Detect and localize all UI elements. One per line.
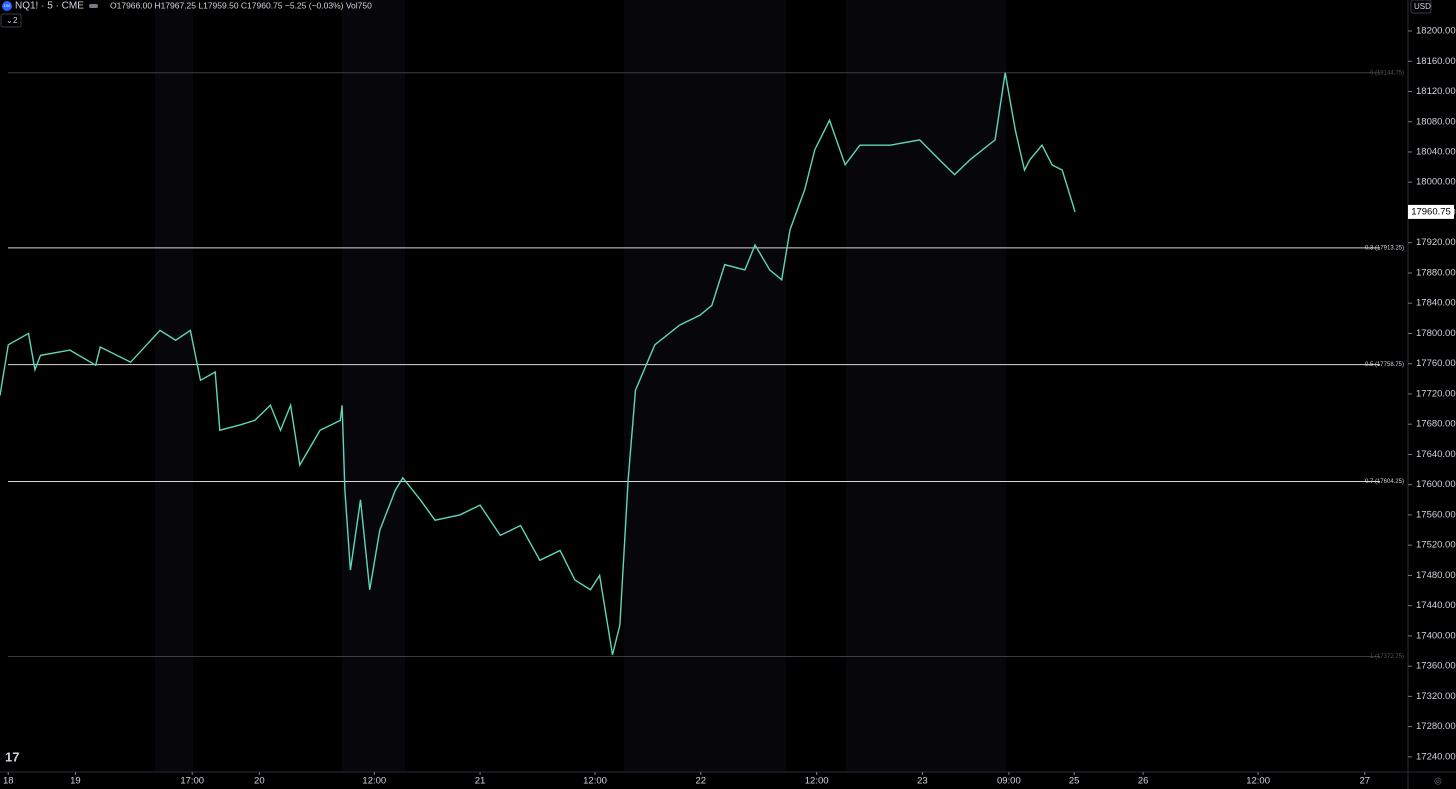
y-tick-label: 17320.00 (1416, 691, 1456, 702)
y-tick-label: 17800.00 (1416, 328, 1456, 339)
symbol-icon[interactable] (2, 1, 12, 11)
y-tick-label: 17240.00 (1416, 751, 1456, 762)
indicator-toggle[interactable] (0, 13, 22, 28)
y-tick-label: 17560.00 (1416, 509, 1456, 520)
fib-label: 0.3 (17913.25) (1365, 245, 1404, 251)
currency[interactable]: USD (1414, 2, 1431, 11)
session-band (846, 0, 1006, 772)
y-tick-label: 17520.00 (1416, 540, 1456, 551)
y-tick-label: 17760.00 (1416, 358, 1456, 369)
x-tick-label: 26 (1138, 776, 1149, 787)
price-line (0, 72, 1076, 655)
logo: 17 (5, 749, 19, 764)
y-tick-label: 18120.00 (1416, 86, 1456, 97)
session-band (155, 0, 193, 772)
y-tick-label: 17840.00 (1416, 298, 1456, 309)
x-tick-label: 19 (70, 776, 81, 787)
y-tick-label: 17360.00 (1416, 661, 1456, 672)
symbol-menu[interactable] (89, 4, 98, 8)
x-tick-label: 21 (475, 776, 486, 787)
x-tick-label: 17:00 (180, 776, 204, 787)
x-tick-label: 12:00 (1246, 776, 1270, 787)
toggle-chevron: ⌄ (6, 16, 13, 25)
x-tick-label: 25 (1069, 776, 1080, 787)
y-tick-label: 17480.00 (1416, 570, 1456, 581)
x-tick-label: 27 (1359, 776, 1370, 787)
y-tick-label: 17920.00 (1416, 237, 1456, 248)
y-tick-label: 17440.00 (1416, 600, 1456, 611)
symbol[interactable]: NQ1! · 5 · CME (15, 1, 84, 12)
y-tick-label: 18000.00 (1416, 177, 1456, 188)
fib-label: 0.7 (17604.25) (1365, 479, 1404, 485)
last-price-box (1408, 204, 1454, 219)
x-tick-label: 18 (3, 776, 14, 787)
fib-label: 1 (17372.75) (1370, 654, 1404, 660)
last-price-label: 17960.75 (1411, 206, 1451, 217)
x-tick-label: 22 (695, 776, 706, 787)
y-tick-label: 17720.00 (1416, 388, 1456, 399)
x-tick-label: 12:00 (583, 776, 607, 787)
y-tick-label: 17640.00 (1416, 449, 1456, 460)
fib-label: 0 (18144.75) (1370, 70, 1404, 76)
x-tick-label: 12:00 (362, 776, 386, 787)
x-tick-label: 20 (254, 776, 265, 787)
y-tick-label: 17280.00 (1416, 721, 1456, 732)
session-band (624, 0, 786, 772)
symbol-icon-text: 100 (4, 3, 11, 8)
y-tick-label: 17400.00 (1416, 630, 1456, 641)
y-tick-label: 18080.00 (1416, 116, 1456, 127)
x-tick-label: 09:00 (997, 776, 1021, 787)
fib-label: 0.5 (17758.75) (1365, 362, 1404, 368)
x-tick-label: 23 (917, 776, 928, 787)
y-tick-label: 18160.00 (1416, 56, 1456, 67)
ohlc: O17966.00 H17967.25 L17959.50 C17960.75 … (110, 0, 372, 10)
settings-icon[interactable]: ◎ (1434, 775, 1442, 785)
x-tick-label: 12:00 (805, 776, 829, 787)
currency-box[interactable] (1410, 0, 1432, 14)
y-tick-label: 18200.00 (1416, 26, 1456, 37)
y-tick-label: 17600.00 (1416, 479, 1456, 490)
indicator-count: 2 (13, 16, 18, 25)
session-band (342, 0, 405, 772)
y-tick-label: 18040.00 (1416, 146, 1456, 157)
y-tick-label: 17680.00 (1416, 419, 1456, 430)
y-tick-label: 17880.00 (1416, 267, 1456, 278)
